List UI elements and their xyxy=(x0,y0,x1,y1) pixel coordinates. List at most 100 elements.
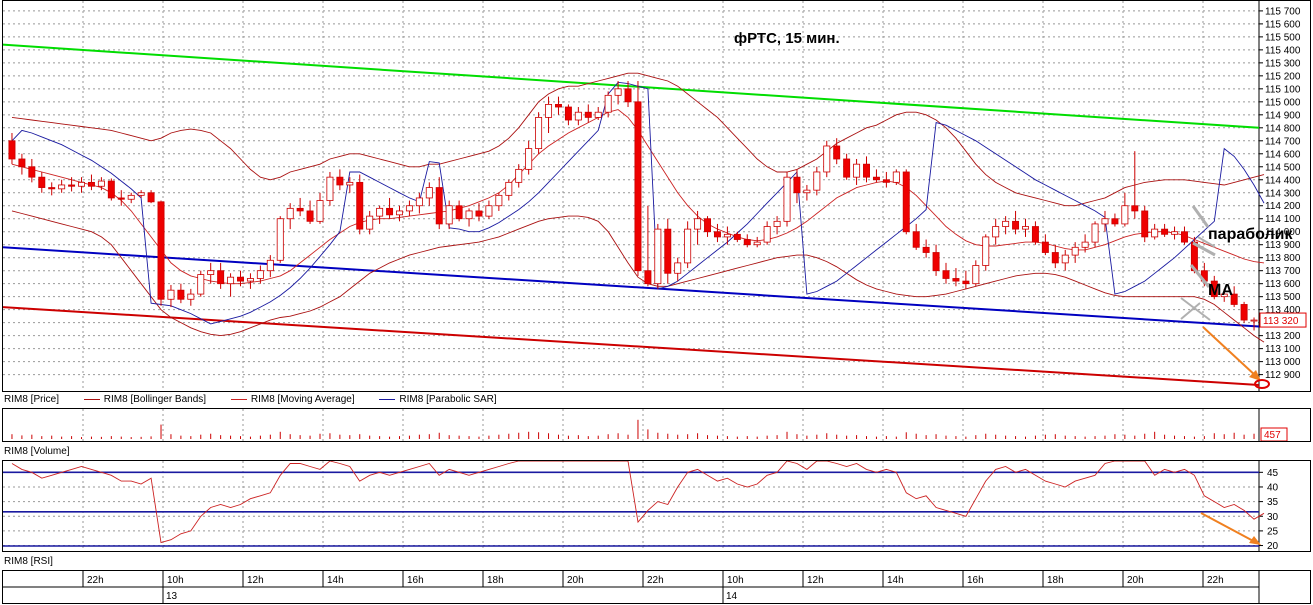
candle-body xyxy=(256,270,264,279)
candle-body xyxy=(505,181,513,196)
x-tick-label: 14h xyxy=(327,575,344,586)
candle-body xyxy=(972,265,980,285)
y-tick-label: 114 700 xyxy=(1265,136,1301,147)
trendline xyxy=(3,43,1260,129)
y-tick-label: 115 500 xyxy=(1265,32,1301,43)
candle-body xyxy=(1071,246,1079,256)
y-tick-label: 115 200 xyxy=(1265,71,1301,82)
legend-price[interactable]: RIM8 [Price] xyxy=(4,394,60,405)
legend-sar[interactable]: RIM8 [Parabolic SAR] xyxy=(379,394,497,405)
time-axis-chart: 22h 10h 12h 14h 16h 18h 20h 22h 10h 12h 14h 16h 18h 2… xyxy=(3,571,1260,603)
candle-body xyxy=(1012,220,1020,230)
y-tick-label: 115 100 xyxy=(1265,84,1301,95)
candle-body xyxy=(157,201,165,300)
candle-body xyxy=(356,181,364,230)
time-axis[interactable]: 22h 10h 12h 14h 16h 18h 20h 22h 10h 12h 14h 16h 18h 2… xyxy=(2,570,1311,604)
candle-body xyxy=(574,111,582,121)
candle-body xyxy=(743,239,751,246)
candle-body xyxy=(1051,252,1059,264)
candle-body xyxy=(664,228,672,274)
bollinger-upper-line xyxy=(11,72,1265,207)
rsi-arrow-head xyxy=(1249,536,1261,545)
candle-body xyxy=(296,207,304,212)
candle-body xyxy=(813,171,821,191)
candle-body xyxy=(723,233,731,238)
candle-body xyxy=(515,168,523,183)
y-tick-label: 113 500 xyxy=(1265,292,1301,303)
x-tick-label: 12h xyxy=(807,575,824,586)
candle-body xyxy=(455,205,463,220)
candle-body xyxy=(1171,231,1179,235)
candle-body xyxy=(48,187,56,190)
legend-sar-swatch xyxy=(379,398,396,400)
legend-bollinger[interactable]: RIM8 [Bollinger Bands] xyxy=(83,394,206,405)
candle-body xyxy=(405,205,413,212)
candle-body xyxy=(803,189,811,194)
candle-body xyxy=(1250,319,1258,322)
candle-body xyxy=(783,176,791,222)
candle-body xyxy=(793,176,801,194)
candle-body xyxy=(1180,231,1188,243)
candle-body xyxy=(465,210,473,220)
candle-body xyxy=(1141,210,1149,238)
candle-body xyxy=(1210,280,1218,298)
candle-body xyxy=(435,187,443,225)
candle-body xyxy=(1061,254,1069,264)
candle-body xyxy=(8,140,16,160)
bollinger-lower-line xyxy=(11,210,1265,343)
volume-panel[interactable]: 457 xyxy=(2,408,1311,442)
candle-body xyxy=(694,218,702,230)
price-panel[interactable]: 115 700 115 600 115 500 115 400 115 300 115 2… xyxy=(2,0,1311,392)
candle-body xyxy=(1240,304,1248,321)
candle-body xyxy=(564,106,572,121)
candle-body xyxy=(346,181,354,186)
last-price-label: 113 320 xyxy=(1263,316,1299,327)
trendline xyxy=(3,246,1260,328)
candle-body xyxy=(177,289,185,300)
rsi-line xyxy=(11,461,1265,544)
volume-legend[interactable]: RIM8 [Volume] xyxy=(4,446,70,457)
candle-body xyxy=(58,184,66,190)
y-tick-label: 114 500 xyxy=(1265,162,1301,173)
candle-body xyxy=(366,215,374,230)
rsi-panel[interactable]: 45 40 35 30 25 20 xyxy=(2,460,1311,552)
x-tick-label: 16h xyxy=(407,575,424,586)
candle-body xyxy=(107,180,115,199)
y-tick-label: 113 200 xyxy=(1265,331,1301,342)
candle-body xyxy=(833,145,841,160)
candle-body xyxy=(147,192,155,203)
candle-body xyxy=(237,276,244,282)
rsi-projection-arrow xyxy=(1200,512,1258,544)
x-tick-label: 10h xyxy=(727,575,744,586)
price-legend: RIM8 [Price] RIM8 [Bollinger Bands] RIM8… xyxy=(4,394,519,405)
x-tick-label: 12h xyxy=(247,575,264,586)
candle-body xyxy=(863,163,870,178)
rsi-legend[interactable]: RIM8 [RSI] xyxy=(4,556,53,567)
candle-body xyxy=(316,200,324,222)
candle-body xyxy=(1220,293,1228,298)
projection-stroke xyxy=(1180,297,1211,321)
projection-stroke xyxy=(1192,241,1216,257)
candle-body xyxy=(1101,218,1109,225)
x-tick-label: 22h xyxy=(87,575,104,586)
candle-body xyxy=(227,276,235,285)
y-tick-label: 20 xyxy=(1267,541,1279,551)
candle-body xyxy=(962,280,970,285)
candle-body xyxy=(276,218,284,261)
y-tick-label: 30 xyxy=(1267,512,1279,523)
target-circle xyxy=(1254,379,1270,389)
y-tick-label: 114 300 xyxy=(1265,188,1301,199)
candle-body xyxy=(38,176,46,188)
y-tick-label: 113 000 xyxy=(1265,357,1301,368)
legend-ma[interactable]: RIM8 [Moving Average] xyxy=(230,394,355,405)
candle-body xyxy=(1031,226,1039,243)
candle-body xyxy=(843,158,851,178)
legend-ma-swatch xyxy=(230,398,247,400)
y-tick-label: 113 100 xyxy=(1265,344,1301,355)
x-tick-label: 16h xyxy=(967,575,984,586)
candle-body xyxy=(912,231,920,248)
projection-stroke xyxy=(1189,264,1211,288)
projection-stroke xyxy=(1180,302,1201,320)
candle-body xyxy=(932,252,940,272)
candle-body xyxy=(654,228,662,285)
